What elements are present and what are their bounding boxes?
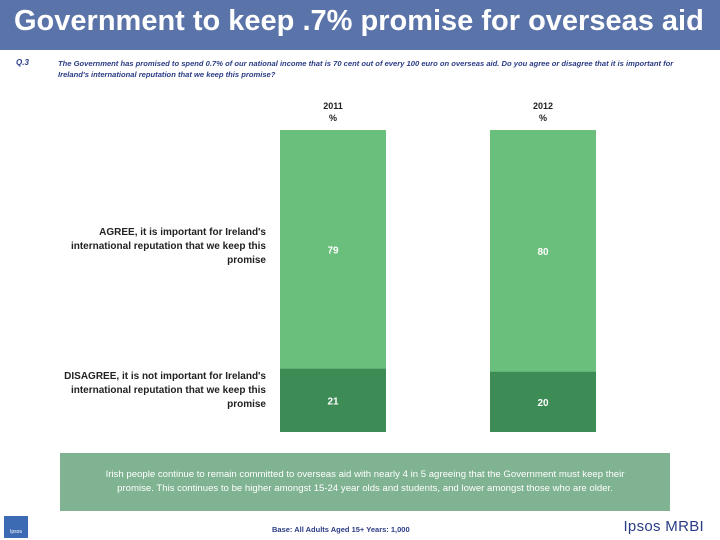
data-label-2012-series-0: 80 — [537, 247, 549, 258]
summary-text: Irish people continue to remain committe… — [105, 469, 625, 494]
data-label-2012-series-1: 20 — [537, 398, 549, 409]
bar-2011-series-1 — [280, 368, 386, 432]
data-label-2011-series-0: 79 — [327, 245, 339, 256]
brand-name: Ipsos MRBI — [623, 518, 704, 535]
data-label-2011-series-1: 21 — [327, 396, 339, 407]
summary-box: Irish people continue to remain committe… — [60, 453, 670, 511]
bar-2011-series-0 — [280, 130, 386, 369]
ipsos-logo-icon: Ipsos — [4, 516, 28, 538]
question-number: Q.3 — [16, 58, 29, 67]
column-year-2011: 2011 — [323, 101, 343, 111]
column-year-2012: 2012 — [532, 101, 554, 111]
title-bar: Government to keep .7% promise for overs… — [0, 0, 720, 50]
bar-2012-series-1 — [490, 371, 596, 432]
page-title: Government to keep .7% promise for overs… — [14, 5, 704, 37]
bar-2012-series-0 — [490, 130, 596, 372]
row-label-agree: AGREE, it is important for Ireland's int… — [70, 227, 266, 266]
column-header-2011: 2011 % — [278, 100, 388, 124]
question-text: The Government has promised to spend 0.7… — [58, 59, 674, 79]
column-unit-2011: % — [328, 113, 337, 123]
logo-label: Ipsos — [10, 529, 22, 535]
column-unit-2012: % — [538, 113, 547, 123]
base-note: Base: All Adults Aged 15+ Years: 1,000 — [272, 525, 410, 534]
row-label-disagree: DISAGREE, it is not important for Irelan… — [64, 371, 266, 410]
column-header-2012: 2012 % — [488, 100, 598, 124]
